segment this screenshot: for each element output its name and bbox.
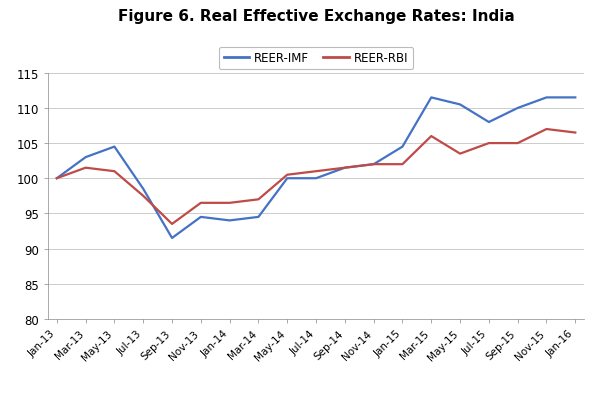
REER-RBI xyxy=(456,152,464,157)
REER-IMF xyxy=(111,145,118,150)
REER-RBI xyxy=(370,162,377,167)
REER-RBI xyxy=(341,166,349,171)
REER-RBI xyxy=(169,222,176,227)
REER-IMF xyxy=(140,187,147,192)
Line: REER-IMF: REER-IMF xyxy=(57,98,576,238)
REER-IMF xyxy=(399,145,406,150)
REER-RBI xyxy=(514,141,521,146)
REER-IMF xyxy=(370,162,377,167)
REER-IMF xyxy=(485,120,492,125)
REER-IMF xyxy=(53,176,60,181)
REER-RBI xyxy=(140,194,147,199)
REER-RBI xyxy=(427,134,435,139)
REER-IMF xyxy=(341,166,349,171)
REER-RBI xyxy=(543,127,550,132)
REER-RBI xyxy=(226,201,233,206)
REER-IMF xyxy=(197,215,205,220)
Legend: REER-IMF, REER-RBI: REER-IMF, REER-RBI xyxy=(219,47,414,70)
REER-RBI xyxy=(572,131,579,136)
REER-IMF xyxy=(255,215,262,220)
REER-IMF xyxy=(82,155,89,160)
REER-IMF xyxy=(456,103,464,108)
REER-RBI xyxy=(53,176,60,181)
Title: Figure 6. Real Effective Exchange Rates: India: Figure 6. Real Effective Exchange Rates:… xyxy=(117,9,515,24)
REER-IMF xyxy=(169,236,176,241)
REER-IMF xyxy=(226,218,233,223)
REER-IMF xyxy=(427,96,435,101)
REER-RBI xyxy=(485,141,492,146)
REER-RBI xyxy=(399,162,406,167)
REER-RBI xyxy=(284,173,291,178)
REER-RBI xyxy=(255,198,262,202)
REER-RBI xyxy=(197,201,205,206)
REER-RBI xyxy=(111,169,118,174)
REER-RBI xyxy=(82,166,89,171)
REER-IMF xyxy=(284,176,291,181)
REER-IMF xyxy=(572,96,579,101)
REER-IMF xyxy=(543,96,550,101)
REER-IMF xyxy=(514,106,521,111)
REER-RBI xyxy=(312,169,320,174)
Line: REER-RBI: REER-RBI xyxy=(57,130,576,225)
REER-IMF xyxy=(312,176,320,181)
